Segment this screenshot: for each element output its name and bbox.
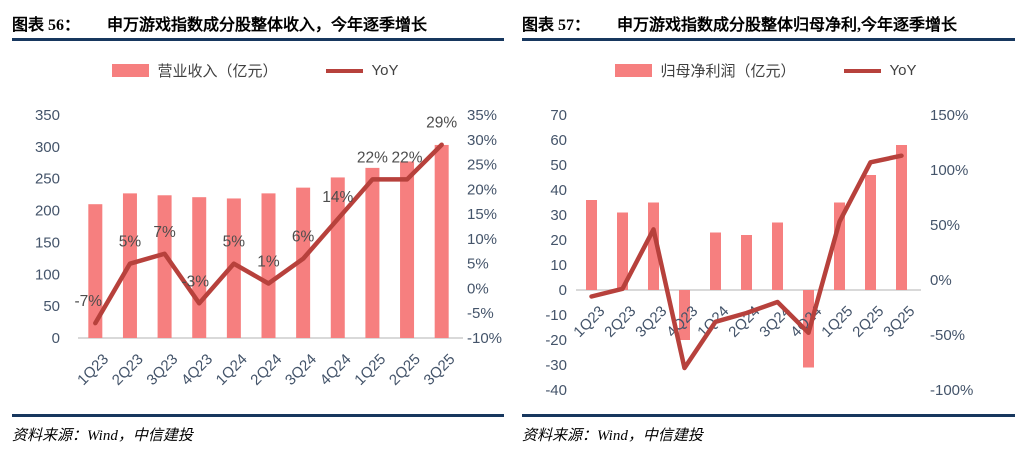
line-swatch-icon (843, 68, 881, 73)
svg-text:20%: 20% (467, 181, 497, 198)
legend-item-bar: 归母净利润（亿元） (614, 60, 796, 81)
svg-text:-10%: -10% (467, 330, 502, 347)
svg-text:50: 50 (43, 298, 60, 315)
svg-text:30%: 30% (467, 132, 497, 149)
figure-number-label: 图表 56： (12, 17, 81, 34)
svg-text:-100%: -100% (930, 382, 973, 399)
svg-text:150: 150 (35, 234, 60, 251)
figure-header: 图表 56： 申万游戏指数成分股整体收入，今年逐季增长 (12, 11, 504, 41)
legend-label-bar: 归母净利润（亿元） (660, 63, 796, 80)
svg-text:50%: 50% (930, 217, 960, 234)
svg-text:350: 350 (35, 107, 60, 124)
bar-swatch-icon (111, 64, 149, 77)
svg-text:1Q23: 1Q23 (74, 351, 112, 389)
legend-label-line: YoY (889, 62, 917, 79)
svg-text:0: 0 (559, 282, 567, 299)
svg-text:3Q25: 3Q25 (421, 351, 459, 389)
svg-text:250: 250 (35, 171, 60, 188)
svg-text:-30: -30 (545, 357, 567, 374)
svg-text:6%: 6% (292, 229, 315, 246)
legend-label-line: YoY (371, 62, 399, 79)
svg-text:22%: 22% (357, 149, 388, 166)
figure-title: 申万游戏指数成分股整体收入，今年逐季增长 (107, 17, 428, 34)
net-profit-chart-canvas: 70 60 50 40 30 20 10 0 -10 -20 -30 -40 150% 100% 50% 0%… (545, 107, 973, 399)
svg-text:-10: -10 (545, 307, 567, 324)
svg-text:29%: 29% (426, 115, 457, 132)
legend-item-line: YoY (843, 62, 917, 79)
svg-text:40: 40 (550, 182, 567, 199)
svg-text:70: 70 (550, 107, 567, 124)
legend-item-bar: 营业收入（亿元） (111, 60, 278, 81)
legend-item-line: YoY (325, 62, 399, 79)
svg-text:5%: 5% (223, 234, 246, 251)
svg-text:10%: 10% (467, 231, 497, 248)
svg-text:10: 10 (550, 257, 567, 274)
svg-text:4Q23: 4Q23 (178, 351, 216, 389)
svg-text:0: 0 (52, 330, 60, 347)
svg-text:-20: -20 (545, 332, 567, 349)
svg-text:14%: 14% (322, 189, 353, 206)
svg-text:2Q23: 2Q23 (109, 351, 147, 389)
chart-legend: 归母净利润（亿元） YoY (510, 60, 1021, 81)
svg-text:-50%: -50% (930, 327, 965, 344)
svg-text:-5%: -5% (467, 305, 494, 322)
figure-header: 图表 57： 申万游戏指数成分股整体归母净利,今年逐季增长 (522, 11, 1015, 41)
svg-text:2Q25: 2Q25 (849, 303, 887, 341)
svg-text:-7%: -7% (75, 293, 103, 310)
svg-text:3Q23: 3Q23 (632, 303, 670, 341)
svg-text:2Q23: 2Q23 (601, 303, 639, 341)
svg-text:2Q24: 2Q24 (247, 351, 285, 389)
svg-text:0%: 0% (467, 280, 489, 297)
svg-text:100: 100 (35, 266, 60, 283)
svg-text:50: 50 (550, 157, 567, 174)
figure-number-label: 图表 57： (522, 17, 591, 34)
svg-text:5%: 5% (467, 256, 489, 273)
svg-text:1Q24: 1Q24 (213, 351, 251, 389)
svg-text:2Q25: 2Q25 (386, 351, 424, 389)
svg-text:60: 60 (550, 132, 567, 149)
svg-text:3Q23: 3Q23 (143, 351, 181, 389)
svg-text:1Q25: 1Q25 (351, 351, 389, 389)
svg-text:150%: 150% (930, 107, 968, 124)
source-note: 资料来源：Wind，中信建投 (522, 414, 1015, 445)
figure-panel-net-profit: 图表 57： 申万游戏指数成分股整体归母净利,今年逐季增长 归母净利润（亿元） Y… (510, 0, 1021, 460)
svg-text:0%: 0% (930, 272, 952, 289)
legend-label-bar: 营业收入（亿元） (157, 63, 278, 80)
svg-text:20: 20 (550, 232, 567, 249)
figure-title: 申万游戏指数成分股整体归母净利,今年逐季增长 (617, 17, 958, 34)
svg-text:300: 300 (35, 139, 60, 156)
svg-text:200: 200 (35, 203, 60, 220)
svg-text:1%: 1% (257, 253, 280, 270)
svg-text:7%: 7% (153, 224, 176, 241)
line-swatch-icon (325, 68, 363, 73)
svg-text:-3%: -3% (181, 273, 209, 290)
svg-text:1Q25: 1Q25 (818, 303, 856, 341)
svg-text:15%: 15% (467, 206, 497, 223)
source-note: 资料来源：Wind，中信建投 (12, 414, 504, 445)
svg-text:100%: 100% (930, 162, 968, 179)
svg-text:22%: 22% (392, 149, 423, 166)
svg-text:4Q24: 4Q24 (317, 351, 355, 389)
bar-swatch-icon (614, 64, 652, 77)
svg-text:3Q25: 3Q25 (880, 303, 918, 341)
svg-text:35%: 35% (467, 107, 497, 124)
svg-text:-40: -40 (545, 382, 567, 399)
revenue-chart-canvas: 350 300 250 200 150 100 50 0 35% 30% 25% 20% 15% 10% 5… (35, 107, 502, 389)
svg-text:3Q24: 3Q24 (282, 351, 320, 389)
chart-legend: 营业收入（亿元） YoY (0, 60, 510, 81)
svg-text:5%: 5% (119, 234, 142, 251)
figure-panel-revenue: 图表 56： 申万游戏指数成分股整体收入，今年逐季增长 营业收入（亿元） YoY … (0, 0, 510, 460)
svg-text:1Q23: 1Q23 (570, 303, 608, 341)
svg-text:25%: 25% (467, 157, 497, 174)
svg-text:30: 30 (550, 207, 567, 224)
